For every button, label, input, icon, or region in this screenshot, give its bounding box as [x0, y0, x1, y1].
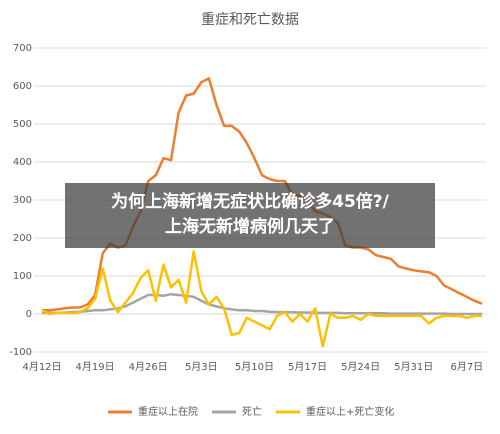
- banner-text: 上海无新增病例几天了: [165, 216, 335, 237]
- x-tick-label: 5月3日: [185, 361, 218, 373]
- banner: [65, 183, 435, 248]
- series-line: [42, 292, 482, 316]
- y-tick-label: 600: [13, 81, 32, 92]
- x-tick-label: 4月12日: [22, 361, 61, 373]
- banner-text: 为何上海新增无症状比确诊多45倍?/: [111, 191, 390, 212]
- legend-label: 重症以上在院: [138, 405, 198, 418]
- x-tick-label: 5月24日: [341, 361, 380, 373]
- y-tick-label: 300: [13, 195, 32, 206]
- y-tick-label: -100: [9, 347, 32, 358]
- legend-label: 重症以上+死亡变化: [306, 405, 394, 418]
- x-tick-label: 5月31日: [394, 361, 433, 373]
- y-tick-label: 100: [13, 271, 32, 282]
- chart-title: 重症和死亡数据: [201, 12, 299, 28]
- x-tick-label: 5月10日: [235, 361, 274, 373]
- x-tick-label: 4月19日: [76, 361, 115, 373]
- series-line: [41, 250, 482, 348]
- x-tick-label: 5月17日: [288, 361, 327, 373]
- y-tick-label: 400: [13, 157, 32, 168]
- y-tick-label: 0: [26, 309, 32, 320]
- x-tick-label: 6月7日: [450, 361, 483, 373]
- y-tick-label: 200: [13, 233, 32, 244]
- x-tick-label: 4月26日: [129, 361, 168, 373]
- y-tick-label: 700: [13, 43, 32, 54]
- y-tick-label: 500: [13, 119, 32, 130]
- legend-label: 死亡: [242, 405, 262, 418]
